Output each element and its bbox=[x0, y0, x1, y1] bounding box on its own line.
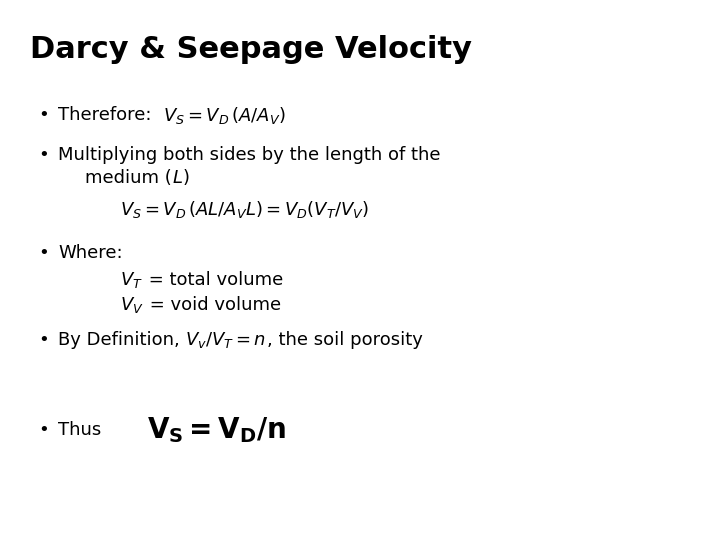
Text: Multiplying both sides by the length of the: Multiplying both sides by the length of … bbox=[58, 146, 441, 164]
Text: •: • bbox=[38, 146, 49, 164]
Text: •: • bbox=[38, 106, 49, 124]
Text: $V_S = V_D \, ( A/A_V)$: $V_S = V_D \, ( A/A_V)$ bbox=[163, 105, 286, 125]
Text: $\mathbf{V_S = V_D / n}$: $\mathbf{V_S = V_D / n}$ bbox=[148, 415, 287, 445]
Text: Therefore:: Therefore: bbox=[58, 106, 163, 124]
Text: By Definition,: By Definition, bbox=[58, 331, 186, 349]
Text: Where:: Where: bbox=[58, 244, 122, 262]
Text: $L$: $L$ bbox=[172, 169, 183, 187]
Text: = void volume: = void volume bbox=[144, 296, 281, 314]
Text: $V_V$: $V_V$ bbox=[120, 295, 144, 315]
Text: ): ) bbox=[183, 169, 189, 187]
Text: Darcy & Seepage Velocity: Darcy & Seepage Velocity bbox=[30, 35, 472, 64]
Text: medium (: medium ( bbox=[85, 169, 172, 187]
Text: •: • bbox=[38, 331, 49, 349]
Text: •: • bbox=[38, 244, 49, 262]
Text: $V_v / V_T = n$: $V_v / V_T = n$ bbox=[186, 330, 266, 350]
Text: $V_S = V_D \, ( AL / A_V L ) = V_D ( V_T / V_V )$: $V_S = V_D \, ( AL / A_V L ) = V_D ( V_T… bbox=[120, 199, 369, 220]
Text: •: • bbox=[38, 421, 49, 439]
Text: Thus: Thus bbox=[58, 421, 148, 439]
Text: , the soil porosity: , the soil porosity bbox=[266, 331, 423, 349]
Text: $V_T$: $V_T$ bbox=[120, 270, 143, 290]
Text: = total volume: = total volume bbox=[143, 271, 283, 289]
